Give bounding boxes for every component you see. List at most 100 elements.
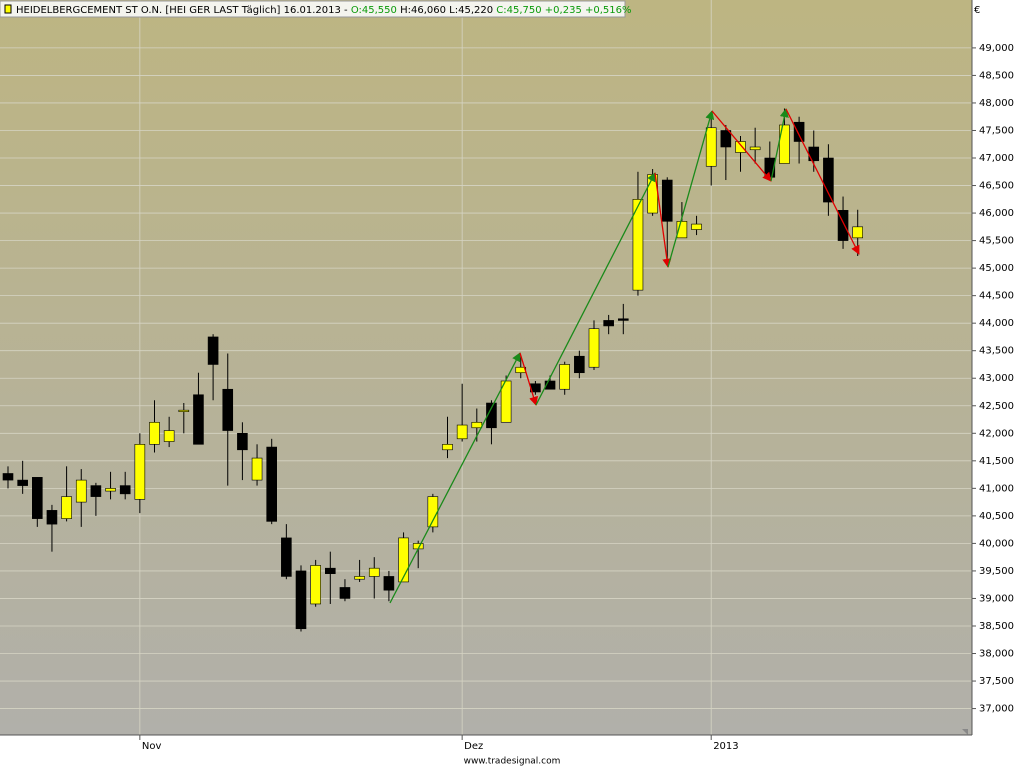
trend-arrow (654, 172, 672, 268)
header-box (0, 0, 626, 18)
trend-arrow (519, 352, 538, 406)
candle-body (617, 318, 629, 321)
candle-body (442, 444, 453, 451)
y-tick-label: 45,500 (979, 236, 1014, 247)
candle-body (603, 320, 614, 327)
candle-body (2, 473, 14, 481)
candle-body (46, 510, 58, 525)
y-tick-label: 49,000 (979, 43, 1014, 54)
y-tick-label: 45,000 (979, 263, 1014, 274)
y-tick-label: 39,000 (979, 593, 1014, 604)
candle-body (559, 364, 571, 390)
candle-body (75, 479, 87, 503)
candle-body (266, 446, 278, 522)
x-tick-label: Nov (142, 741, 162, 752)
trend-arrow (711, 110, 772, 182)
header-label: HEIDELBERGCEMENT ST O.N. [HEI GER LAST T… (16, 5, 632, 16)
candle-body (310, 565, 321, 605)
y-tick-label: 38,000 (979, 649, 1014, 660)
candle-body (823, 157, 834, 203)
candle-body (852, 226, 864, 239)
y-tick-label: 47,000 (979, 153, 1014, 164)
candle-body (324, 567, 336, 574)
trend-arrows (389, 108, 860, 604)
y-tick-label: 43,500 (979, 346, 1014, 357)
candle-body (31, 477, 43, 519)
candle-body (383, 576, 395, 591)
candle-body (105, 488, 116, 492)
trend-arrow (667, 110, 715, 268)
y-tick-label: 44,000 (979, 318, 1014, 329)
candle-body (251, 457, 263, 481)
y-tick-label: 41,500 (979, 456, 1014, 467)
header-hl: H:46,060 L:45,220 (400, 5, 493, 16)
candle-body (691, 223, 702, 230)
candle-body (368, 567, 380, 577)
candle-body (427, 496, 439, 528)
candle-body (735, 141, 746, 153)
candle-body (207, 336, 219, 365)
currency-label: € (974, 5, 980, 16)
candle-body (339, 587, 351, 599)
trend-arrow (785, 108, 860, 255)
header-open: O:45,550 (351, 5, 397, 16)
header-icon (4, 4, 12, 14)
trend-arrow (770, 108, 789, 182)
y-tick-label: 41,000 (979, 483, 1014, 494)
trend-arrow (389, 352, 521, 604)
candle-body (119, 485, 131, 495)
candle-body (281, 537, 292, 577)
candle-body (398, 537, 409, 583)
y-tick-label: 48,000 (979, 98, 1014, 109)
candle-body (632, 199, 644, 291)
candle-body (808, 146, 820, 162)
x-tick-label: Dez (464, 741, 483, 752)
candle-body (61, 496, 72, 519)
trend-arrow (535, 172, 656, 406)
candle-body (720, 130, 732, 148)
candle-body (749, 146, 761, 151)
candle-body (149, 421, 160, 445)
y-tick-label: 42,500 (979, 401, 1014, 412)
y-tick-label: 47,500 (979, 125, 1014, 136)
y-tick-label: 40,500 (979, 511, 1014, 522)
candle-body (193, 394, 204, 445)
y-tick-label: 44,500 (979, 291, 1014, 302)
y-tick-label: 37,000 (979, 704, 1014, 715)
candle-body (705, 127, 717, 167)
candle-body (793, 121, 805, 142)
plot-background (0, 0, 972, 735)
y-tick-label: 42,000 (979, 428, 1014, 439)
corner-handle (962, 729, 968, 735)
candle-body (676, 221, 688, 239)
y-tick-label: 39,500 (979, 566, 1014, 577)
y-tick-label: 40,000 (979, 538, 1014, 549)
candle-body (486, 402, 497, 429)
candle-body (354, 576, 365, 580)
candle-body (544, 380, 556, 390)
candle-body (574, 355, 585, 374)
candle-body (222, 388, 234, 431)
grid (0, 0, 972, 735)
candle-body (661, 179, 673, 222)
y-tick-label: 46,500 (979, 181, 1014, 192)
candle-body (163, 430, 175, 442)
candle-body (295, 570, 307, 630)
footer: www.tradesignal.com (464, 757, 561, 767)
candles (2, 108, 864, 632)
candle-body (471, 421, 483, 429)
candle-body (178, 409, 190, 412)
header-label-text: HEIDELBERGCEMENT ST O.N. [HEI GER LAST T… (16, 5, 348, 16)
candle-body (779, 124, 790, 164)
candle-body (90, 485, 102, 497)
candle-body (17, 479, 28, 486)
y-tick-label: 43,000 (979, 373, 1014, 384)
x-tick-label: 2013 (713, 741, 738, 752)
candle-body (456, 424, 468, 440)
y-tick-label: 38,500 (979, 621, 1014, 632)
candle-body (588, 328, 600, 368)
y-tick-label: 37,500 (979, 676, 1014, 687)
candle-body (134, 444, 146, 500)
